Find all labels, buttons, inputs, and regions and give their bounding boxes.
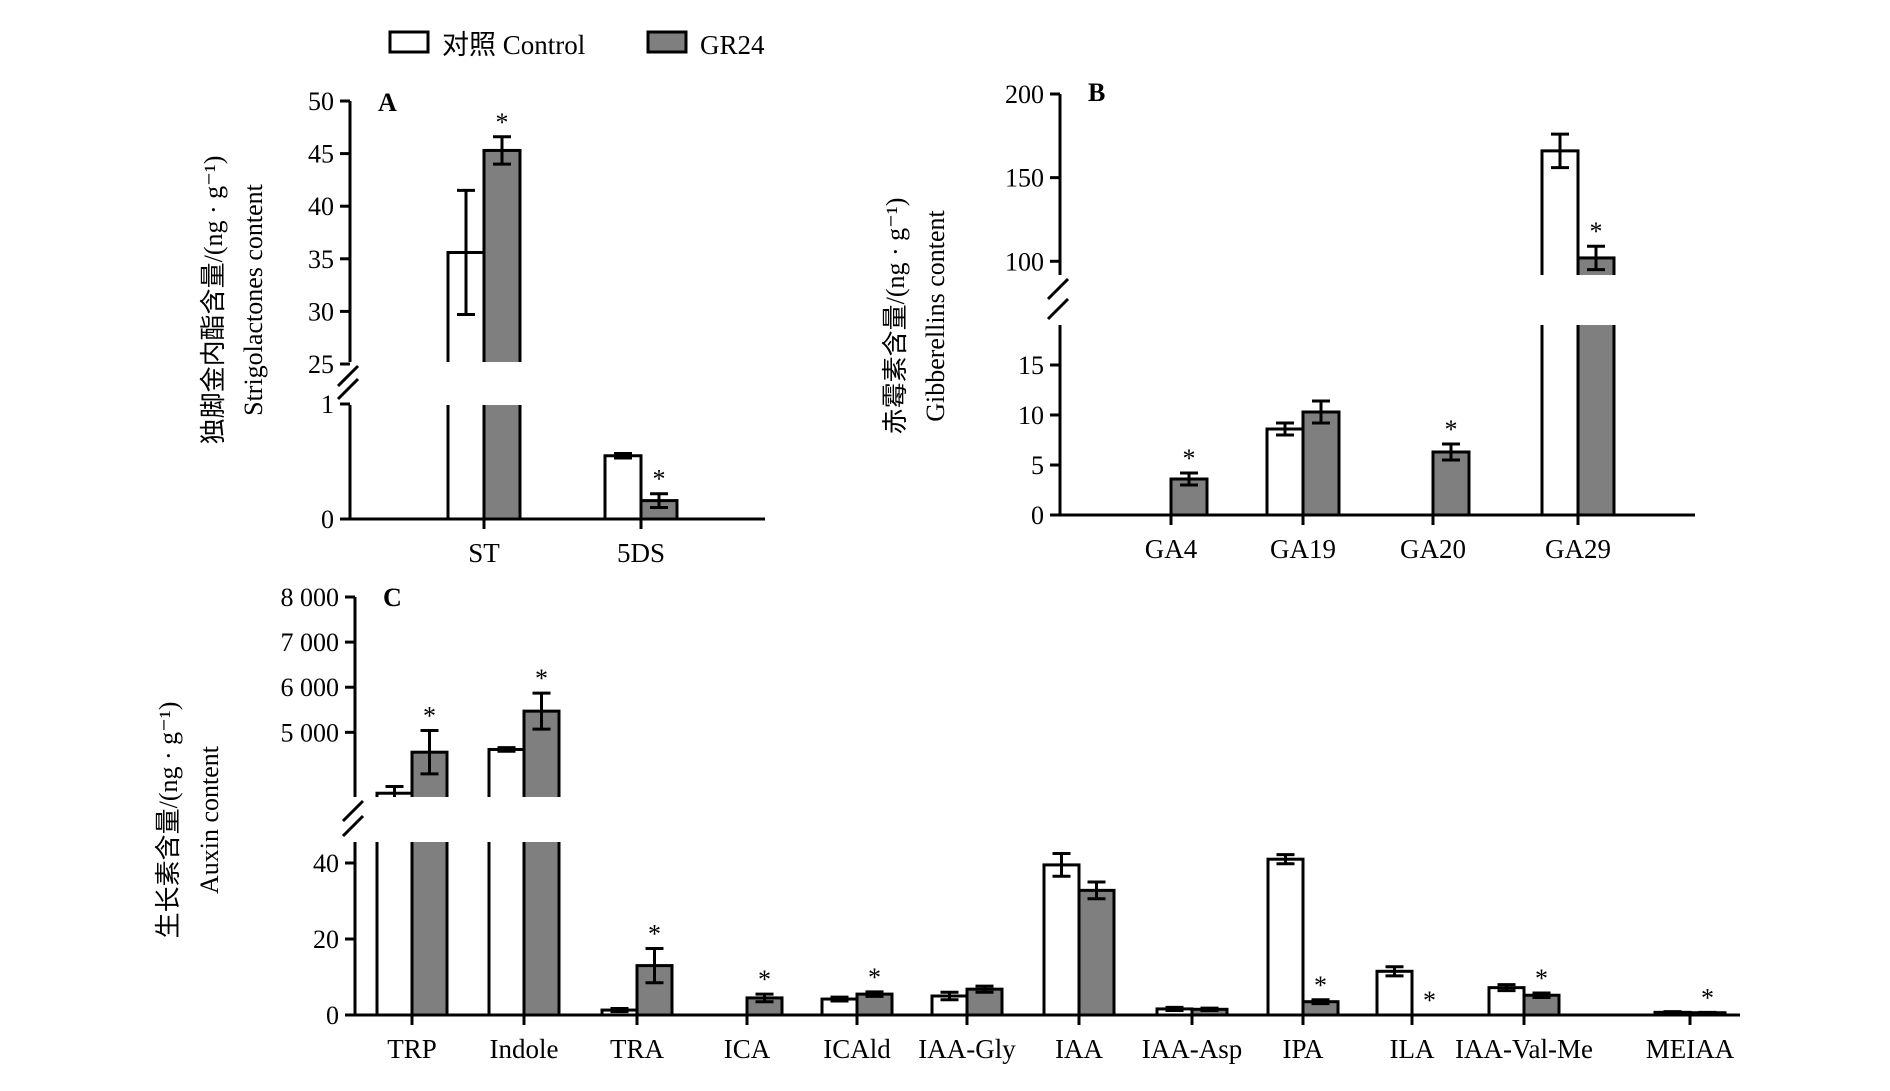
y-axis-label-zh-b: 赤霉素含量/(ng · g⁻¹) <box>881 198 910 435</box>
significance-mark-b-2: * <box>1445 415 1458 444</box>
y-tick-label-lower-b-1: 5 <box>1031 451 1044 480</box>
significance-mark-c-2: * <box>648 920 661 949</box>
bar-c-1-6 <box>1077 888 1116 1017</box>
category-label-c-1: Indole <box>490 1034 559 1064</box>
y-tick-label-upper-a-1: 30 <box>308 297 334 326</box>
category-label-c-8: IPA <box>1282 1034 1324 1064</box>
y-tick-label-upper-c-3: 8 000 <box>281 583 340 612</box>
legend-label-control: 对照 Control <box>442 30 585 60</box>
category-label-a-1: 5DS <box>617 538 665 568</box>
axis-break-mark-high-c <box>341 799 365 823</box>
axis-break-mark-high-a <box>336 364 360 388</box>
panel-c-auxin: * TRP * Indole * TRA * ICA * ICAld IAA-Gly IAA IAA-A… <box>154 583 1743 1064</box>
category-label-b-3: GA29 <box>1545 534 1611 564</box>
y-tick-label-lower-c-0: 0 <box>326 1001 339 1030</box>
panel-letter-b: B <box>1088 78 1105 107</box>
category-label-c-6: IAA <box>1055 1034 1103 1064</box>
legend-label-gr24: GR24 <box>700 30 765 60</box>
panel-letter-a: A <box>378 88 397 117</box>
category-label-c-4: ICAld <box>823 1034 891 1064</box>
y-tick-label-upper-b-0: 100 <box>1005 247 1044 276</box>
y-tick-label-upper-a-5: 50 <box>308 87 334 116</box>
category-label-a-0: ST <box>468 538 500 568</box>
category-label-c-9: ILA <box>1390 1034 1435 1064</box>
category-label-c-7: IAA-Asp <box>1142 1034 1243 1064</box>
bar-a-0-1 <box>603 454 643 521</box>
significance-mark-c-1: * <box>535 664 548 693</box>
bar-c-0-1 <box>487 747 526 1017</box>
significance-mark-c-4: * <box>868 963 881 992</box>
axis-break-mark-low-b <box>1046 297 1070 321</box>
category-label-b-0: GA4 <box>1145 534 1198 564</box>
legend-swatch-gr24 <box>646 30 688 54</box>
category-label-c-2: TRA <box>610 1034 665 1064</box>
y-tick-label-lower-a-0: 0 <box>321 505 334 534</box>
y-tick-label-upper-b-1: 150 <box>1005 164 1044 193</box>
category-label-b-2: GA20 <box>1400 534 1466 564</box>
y-axis-label-en-c: Auxin content <box>195 745 224 894</box>
axis-break-mark-high-b <box>1046 277 1070 301</box>
axis-break-mark-low-a <box>336 377 360 401</box>
bar-a-1-0 <box>482 148 522 521</box>
y-axis-label-en-b: Gibberellins content <box>921 209 950 421</box>
significance-mark-b-0: * <box>1183 444 1196 473</box>
y-axis-label-zh-a: 独脚金内酯含量/(ng · g⁻¹) <box>199 156 228 445</box>
bar-c-0-9 <box>1375 969 1414 1017</box>
y-tick-label-lower-c-1: 20 <box>313 925 339 954</box>
bar-c-0-8 <box>1266 857 1305 1017</box>
category-label-c-10: IAA-Val-Me <box>1455 1034 1593 1064</box>
significance-mark-c-8: * <box>1314 971 1327 1000</box>
y-tick-label-upper-b-2: 200 <box>1005 80 1044 109</box>
axis-break-gap-b <box>1063 275 1698 325</box>
axis-break-mark-low-c <box>341 814 365 838</box>
y-tick-label-lower-a-1: 1 <box>321 390 334 419</box>
y-tick-label-lower-b-3: 15 <box>1018 351 1044 380</box>
panel-letter-c: C <box>383 583 402 612</box>
y-tick-label-lower-b-2: 10 <box>1018 401 1044 430</box>
panel-b-gibberellins: * GA4 GA19 * GA20 * GA29 0 5 10 15 100 150 200 B 赤霉素含量/… <box>881 78 1698 564</box>
y-tick-label-upper-a-2: 35 <box>308 245 334 274</box>
y-axis-label-en-a: Strigolactones content <box>239 183 268 416</box>
y-tick-label-upper-c-2: 7 000 <box>281 628 340 657</box>
y-tick-label-upper-a-0: 25 <box>308 350 334 379</box>
y-tick-label-lower-c-2: 40 <box>313 849 339 878</box>
significance-mark-c-3: * <box>758 965 771 994</box>
legend-swatch-control <box>388 30 430 54</box>
category-label-b-1: GA19 <box>1270 534 1336 564</box>
y-tick-label-upper-a-3: 40 <box>308 192 334 221</box>
y-axis-label-zh-c: 生长素含量/(ng · g⁻¹) <box>154 702 183 939</box>
significance-mark-b-3: * <box>1590 217 1603 246</box>
bar-c-0-10 <box>1487 986 1526 1017</box>
panel-a-strigolactones: * ST * 5DS 0 1 25 30 35 40 45 50 A 独脚金内酯含量/(ng · g⁻¹)… <box>199 87 768 568</box>
y-tick-label-lower-b-0: 0 <box>1031 501 1044 530</box>
bar-c-0-6 <box>1042 863 1081 1017</box>
category-label-c-0: TRP <box>387 1034 437 1064</box>
y-tick-label-upper-a-4: 45 <box>308 140 334 169</box>
category-label-c-11: MEIAA <box>1646 1034 1735 1064</box>
significance-mark-c-10: * <box>1535 964 1548 993</box>
y-tick-label-upper-c-0: 5 000 <box>281 718 340 747</box>
legend: 对照 Control GR24 <box>388 30 765 60</box>
significance-mark-c-11: * <box>1701 983 1714 1012</box>
significance-mark-c-9: * <box>1423 986 1436 1015</box>
axis-break-gap-c <box>358 797 1743 842</box>
significance-mark-a-0: * <box>496 108 509 137</box>
bar-c-1-0 <box>410 750 449 1017</box>
bar-b-0-3 <box>1540 149 1580 517</box>
bar-b-0-1 <box>1265 427 1305 517</box>
significance-mark-a-1: * <box>653 465 666 494</box>
bar-b-1-1 <box>1301 410 1341 517</box>
bar-c-1-1 <box>522 709 561 1017</box>
category-label-c-5: IAA-Gly <box>918 1034 1016 1064</box>
category-label-c-3: ICA <box>724 1034 771 1064</box>
axis-break-gap-a <box>353 362 768 405</box>
significance-mark-c-0: * <box>423 702 436 731</box>
y-tick-label-upper-c-1: 6 000 <box>281 673 340 702</box>
